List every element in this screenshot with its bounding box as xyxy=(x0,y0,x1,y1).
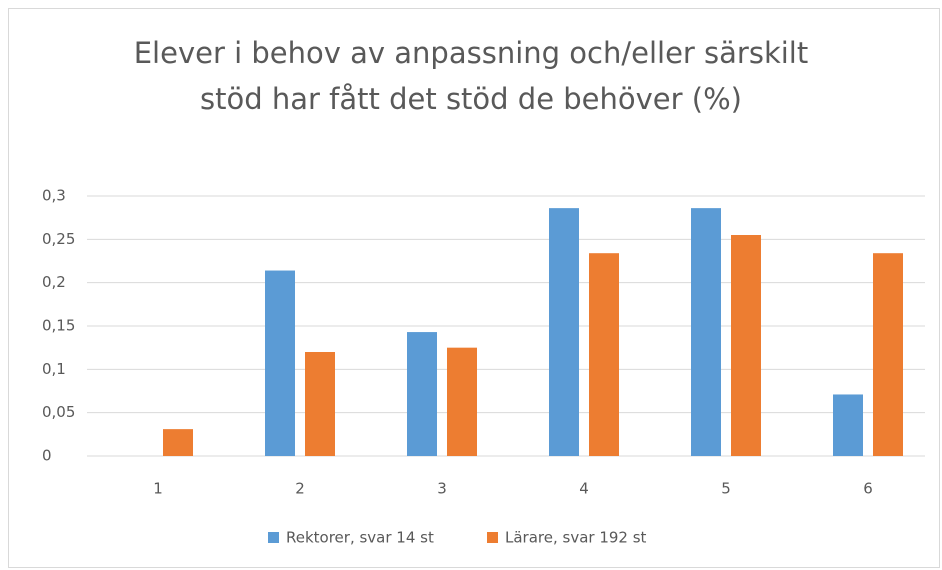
y-tick-label: 0,25 xyxy=(42,230,75,248)
y-tick-label: 0,2 xyxy=(42,273,66,291)
bar xyxy=(873,253,903,456)
bar xyxy=(833,394,863,456)
x-tick-label: 5 xyxy=(721,480,731,498)
bar xyxy=(407,332,437,456)
y-tick-label: 0 xyxy=(42,447,52,465)
x-tick-label: 4 xyxy=(579,480,589,498)
chart-title: Elever i behov av anpassning och/eller s… xyxy=(133,36,809,116)
y-tick-label: 0,1 xyxy=(42,360,66,378)
bar xyxy=(589,253,619,456)
legend-label: Rektorer, svar 14 st xyxy=(286,529,434,547)
legend-swatch xyxy=(268,532,279,543)
y-tick-label: 0,05 xyxy=(42,403,75,421)
bar xyxy=(691,208,721,456)
bar xyxy=(163,429,193,456)
chart-border xyxy=(8,8,940,568)
legend-label: Lärare, svar 192 st xyxy=(505,529,647,547)
x-tick-label: 6 xyxy=(863,480,873,498)
bar xyxy=(305,352,335,456)
bar xyxy=(265,270,295,456)
bar xyxy=(447,347,477,456)
x-tick-label: 3 xyxy=(437,480,447,498)
y-tick-label: 0,3 xyxy=(42,187,66,205)
x-tick-label: 2 xyxy=(295,480,305,498)
y-tick-label: 0,15 xyxy=(42,317,75,335)
legend-swatch xyxy=(487,532,498,543)
bar xyxy=(549,208,579,456)
x-tick-label: 1 xyxy=(153,480,163,498)
bar xyxy=(731,235,761,456)
